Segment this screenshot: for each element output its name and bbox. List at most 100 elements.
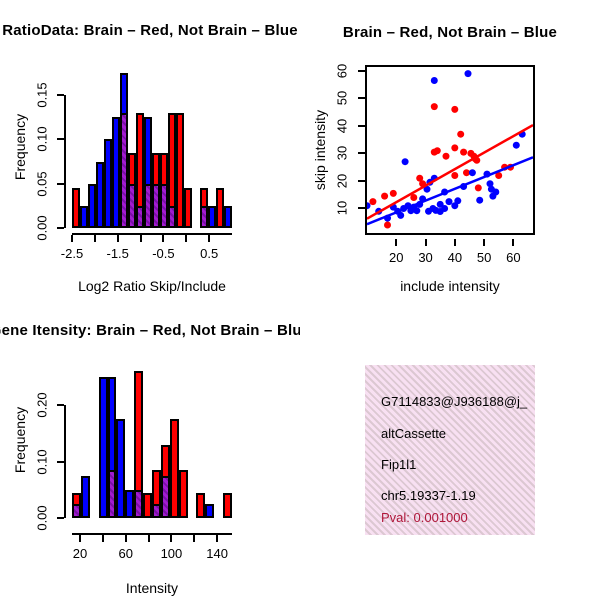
- x-tick-label: 140: [206, 546, 228, 561]
- scatter-point-blue: [401, 158, 409, 166]
- x-axis-tick: [93, 235, 96, 242]
- hist-bar-overlap: [168, 205, 176, 228]
- scatter-point-blue: [423, 185, 431, 193]
- scatter-point-red: [474, 184, 482, 192]
- hist-bar-blue: [208, 205, 216, 228]
- info-gene-name: Fip1l1: [381, 457, 417, 472]
- x-axis-tick: [512, 239, 515, 246]
- hist-bar-overlap: [134, 489, 144, 518]
- y-axis-tick: [358, 97, 365, 100]
- scatter-point-red: [389, 189, 397, 197]
- scatter-points-layer: [363, 70, 534, 229]
- scatter-point-red: [416, 174, 424, 182]
- hist-bar-blue: [88, 183, 96, 228]
- x-axis-tick: [208, 235, 211, 242]
- y-tick-label: 0.10: [34, 126, 50, 153]
- gene-info-box: G7114833@J936188@j_ altCassette Fip1l1 c…: [365, 365, 535, 535]
- scatter-point-blue: [464, 70, 472, 78]
- hist-bar-overlap: [144, 183, 152, 228]
- hist-bar-red: [176, 112, 184, 228]
- y-tick-label: 40: [334, 118, 350, 134]
- x-axis-tick: [124, 535, 127, 542]
- x-axis-tick: [79, 535, 81, 542]
- x-axis-scatter: 20 30 40 50 60: [367, 237, 533, 267]
- y-tick-label: 0.15: [34, 82, 50, 108]
- hist-bar-red: [178, 470, 188, 518]
- x-axis-tick: [483, 239, 486, 246]
- y-axis-ratio: 0.00 0.05 0.10 0.15: [30, 66, 66, 241]
- fit-line-red: [366, 123, 534, 220]
- x-tick-label: 20: [389, 250, 404, 265]
- x-tick-label: 60: [118, 546, 133, 561]
- scatter-point-red: [433, 147, 441, 155]
- y-axis-tick: [358, 124, 365, 127]
- x-axis-tick: [139, 235, 142, 242]
- hist-bar-red: [184, 188, 192, 228]
- x-axis-tick: [71, 235, 73, 242]
- scatter-point-blue: [436, 200, 444, 208]
- info-chromosome-location: chr5.19337-1.19: [381, 488, 476, 503]
- scatter-point-red: [463, 169, 470, 177]
- x-axis-tick: [147, 535, 150, 542]
- scatter-point-red: [381, 192, 389, 200]
- y-tick-label: 0.10: [34, 448, 50, 475]
- chart-title-scatter: Brain – Red, Not Brain – Blue: [342, 24, 558, 41]
- x-tick-label: -1.5: [106, 246, 129, 261]
- x-tick-label: 20: [72, 546, 88, 561]
- y-tick-label: 60: [334, 63, 350, 79]
- chart-title-intensity: Gene Itensity: Brain – Red, Not Brain – …: [0, 322, 300, 339]
- x-axis-label-log2ratio: Log2 Ratio Skip/Include: [78, 278, 226, 294]
- y-axis-tick: [57, 517, 64, 519]
- hist-bar-red: [72, 188, 80, 228]
- scatter-point-blue: [441, 205, 449, 212]
- hist-bar-overlap: [120, 112, 128, 228]
- x-axis-label-intensity: Intensity: [125, 580, 179, 596]
- scatter-point-red: [451, 172, 459, 179]
- y-axis-tick: [57, 404, 64, 407]
- histogram-intensity-bars: [72, 363, 232, 518]
- y-axis-line: [64, 405, 66, 518]
- y-axis-tick: [57, 94, 64, 97]
- scatter-point-blue: [454, 197, 462, 205]
- scatter-point-red: [457, 130, 465, 138]
- panel-histogram-intensity: Gene Itensity: Brain – Red, Not Brain – …: [0, 300, 300, 600]
- hist-bar-overlap: [200, 205, 208, 228]
- hist-bar-blue: [80, 205, 88, 228]
- x-axis-tick: [185, 235, 188, 242]
- x-axis-ratio: -2.5 -1.5 -0.5 0.5: [61, 233, 232, 267]
- chart-title-ratio: RatioData: Brain – Red, Not Brain – Blue: [2, 22, 298, 39]
- hist-bar-red: [169, 419, 179, 518]
- hist-bar-blue: [80, 475, 90, 518]
- y-axis-label-skip-intensity: skip intensity: [312, 109, 328, 191]
- x-axis-line: [72, 533, 232, 535]
- x-axis-tick: [193, 535, 196, 542]
- scatter-point-blue: [468, 169, 476, 177]
- y-tick-label: 20: [334, 173, 350, 189]
- panel-info-box: G7114833@J936188@j_ altCassette Fip1l1 c…: [300, 300, 600, 600]
- y-tick-label: 30: [334, 146, 350, 161]
- y-axis-tick: [358, 207, 365, 210]
- hist-bar-red: [196, 492, 206, 518]
- y-axis-label-frequency: Frequency: [12, 113, 28, 181]
- info-probe-id: G7114833@J936188@j_: [381, 394, 528, 409]
- y-axis-tick: [358, 69, 365, 72]
- hist-bar-blue: [116, 419, 126, 518]
- scatter-point-blue: [486, 180, 494, 188]
- hist-bar-red: [216, 188, 224, 228]
- hist-bar-red: [223, 492, 232, 518]
- y-axis-tick: [57, 182, 64, 185]
- panel-scatter-intensity: Brain – Red, Not Brain – Blue skip inten…: [300, 0, 600, 300]
- hist-bar-blue: [125, 489, 135, 518]
- scatter-point-red: [430, 103, 438, 111]
- y-axis-tick: [57, 460, 64, 463]
- x-tick-label: -2.5: [60, 246, 84, 261]
- x-axis-tick: [216, 535, 219, 542]
- x-tick-label: 50: [476, 250, 492, 265]
- scatter-point-blue: [512, 141, 520, 149]
- scatter-point-blue: [430, 77, 438, 84]
- x-axis-intensity: 20 60 100 140: [72, 533, 232, 567]
- scatter-point-red: [451, 144, 459, 152]
- y-tick-label: 0.20: [34, 392, 50, 418]
- x-tick-label: 30: [418, 250, 433, 265]
